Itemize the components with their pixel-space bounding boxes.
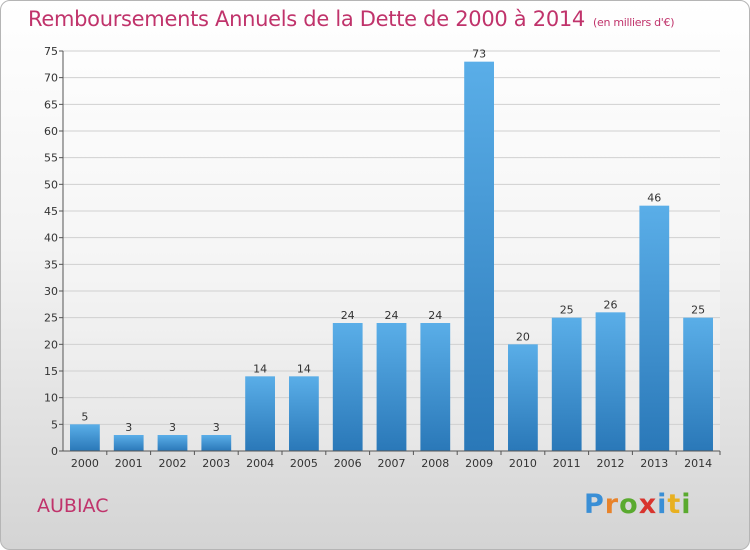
logo-letter: o xyxy=(619,489,639,520)
chart-title: Remboursements Annuels de la Dette de 20… xyxy=(28,7,674,31)
data-label: 25 xyxy=(691,304,705,317)
x-tick-label: 2008 xyxy=(421,457,449,470)
bar xyxy=(332,323,363,451)
y-tick-label: 50 xyxy=(44,178,58,191)
y-tick-label: 75 xyxy=(44,45,58,58)
bar xyxy=(245,376,275,451)
bar xyxy=(70,424,100,451)
proxiti-logo: Proxiti xyxy=(584,489,692,520)
data-label: 24 xyxy=(428,309,442,322)
y-tick-label: 25 xyxy=(44,312,58,325)
logo-letter: P xyxy=(584,489,605,520)
x-tick-label: 2006 xyxy=(334,457,362,470)
data-label: 20 xyxy=(516,330,530,343)
x-tick-label: 2009 xyxy=(465,457,493,470)
x-tick-label: 2007 xyxy=(378,457,406,470)
logo-letter: r xyxy=(604,489,620,520)
axes xyxy=(62,51,720,452)
y-tick-label: 15 xyxy=(44,365,58,378)
y-tick-label: 10 xyxy=(44,392,58,405)
bar xyxy=(595,312,626,451)
bar xyxy=(551,317,582,451)
x-tick-label: 2004 xyxy=(246,457,274,470)
y-tick-label: 45 xyxy=(44,205,58,218)
y-tick-label: 65 xyxy=(44,98,58,111)
bar xyxy=(113,435,144,451)
y-tick-label: 5 xyxy=(51,418,58,431)
bar xyxy=(420,323,451,451)
data-label: 24 xyxy=(341,309,355,322)
bar xyxy=(508,344,538,451)
y-tick-label: 0 xyxy=(51,445,58,458)
x-tick-label: 2002 xyxy=(159,457,187,470)
bar xyxy=(157,435,188,451)
logo-letter: i xyxy=(657,489,668,520)
y-tick-label: 40 xyxy=(44,232,58,245)
data-label: 3 xyxy=(213,421,220,434)
x-tick-label: 2001 xyxy=(115,457,143,470)
data-label: 14 xyxy=(297,362,311,375)
x-tick-label: 2000 xyxy=(71,457,99,470)
x-tick-label: 2012 xyxy=(597,457,625,470)
y-tick-label: 60 xyxy=(44,125,58,138)
data-label: 14 xyxy=(253,362,267,375)
x-tick-label: 2014 xyxy=(684,457,712,470)
commune-name: AUBIAC xyxy=(37,495,109,517)
y-tick-label: 20 xyxy=(44,338,58,351)
x-tick-label: 2010 xyxy=(509,457,537,470)
bars xyxy=(70,61,713,452)
y-tick-label: 30 xyxy=(44,285,58,298)
bar xyxy=(464,61,494,452)
logo-letter: i xyxy=(681,489,692,520)
x-tick-label: 2011 xyxy=(553,457,581,470)
chart-subtitle: (en milliers d'€) xyxy=(593,16,675,29)
y-tick-label: 35 xyxy=(44,258,58,271)
y-tick-labels: 0 5 10 15 20 25 30 35 40 45 50 55 60 65 70 75 xyxy=(44,45,63,458)
chart-title-text: Remboursements Annuels de la Dette de 20… xyxy=(28,7,585,31)
data-label: 24 xyxy=(385,309,399,322)
bar xyxy=(639,205,670,451)
data-labels: 5 3 3 3 14 14 24 24 24 73 20 25 26 46 25 xyxy=(81,48,705,434)
data-label: 3 xyxy=(169,421,176,434)
bar xyxy=(201,435,232,451)
data-label: 25 xyxy=(560,304,574,317)
x-tick-label: 2005 xyxy=(290,457,318,470)
x-tick-label: 2003 xyxy=(202,457,230,470)
data-label: 5 xyxy=(81,410,88,423)
data-label: 26 xyxy=(604,298,618,311)
x-tick-label: 2013 xyxy=(640,457,668,470)
data-label: 73 xyxy=(472,48,486,61)
logo-letter: x xyxy=(638,489,658,520)
bar xyxy=(289,376,319,451)
x-tick-labels: 2000 2001 2002 2003 2004 2005 2006 2007 2008 2009… xyxy=(71,451,721,470)
y-tick-label: 70 xyxy=(44,72,58,85)
logo-letter: t xyxy=(667,489,682,520)
data-label: 3 xyxy=(125,421,132,434)
bar xyxy=(683,317,713,451)
y-tick-label: 55 xyxy=(44,152,58,165)
bar xyxy=(376,323,407,451)
data-label: 46 xyxy=(647,192,661,205)
